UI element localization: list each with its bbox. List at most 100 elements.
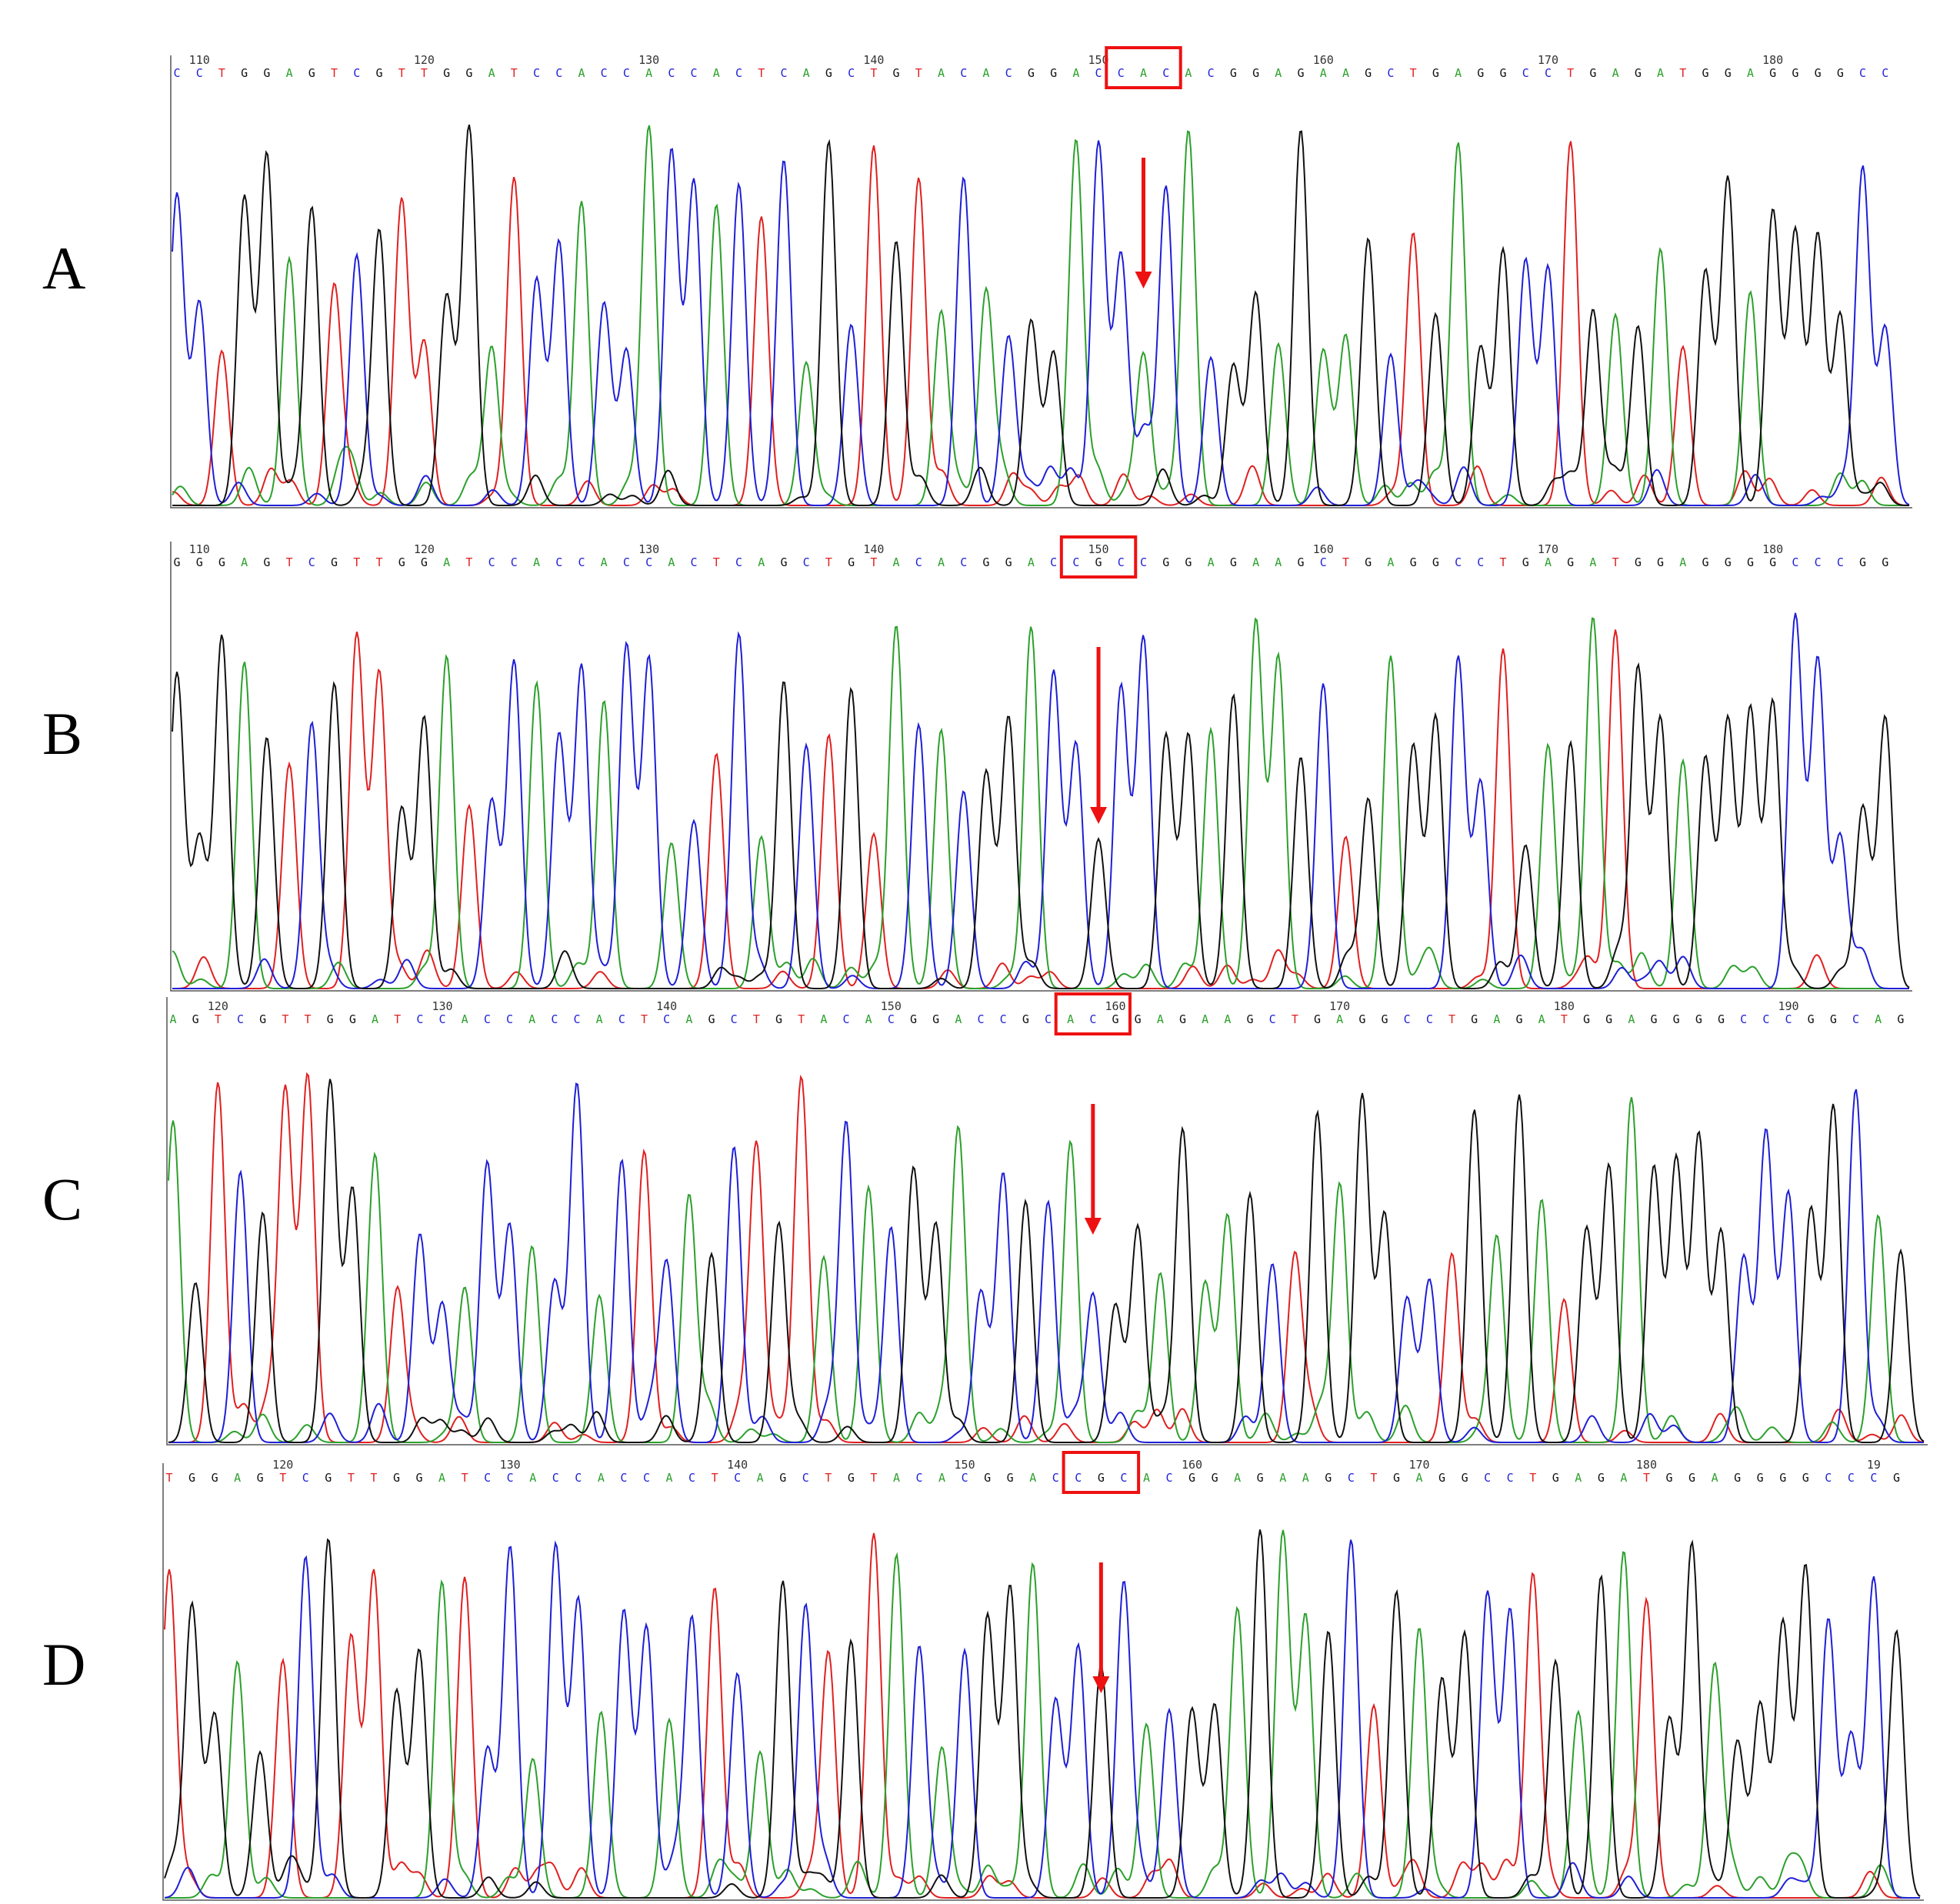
base-call: A: [665, 1471, 672, 1485]
base-call: G: [1022, 1012, 1029, 1026]
base-call: G: [1358, 1012, 1365, 1026]
base-call: C: [1348, 1471, 1355, 1485]
base-call: T: [758, 66, 765, 80]
base-call: C: [1825, 1471, 1832, 1485]
base-call: C: [555, 66, 562, 80]
base-call: C: [623, 66, 630, 80]
base-call: A: [893, 1471, 900, 1485]
position-tick-label: 150: [1088, 53, 1109, 67]
base-call: G: [1589, 66, 1596, 80]
position-tick-label: 180: [1762, 53, 1783, 67]
base-call: G: [465, 66, 472, 80]
position-tick-label: 150: [1088, 542, 1109, 556]
base-call: G: [1837, 66, 1844, 80]
position-tick-label: 170: [1408, 1458, 1429, 1472]
base-call: C: [1165, 1471, 1172, 1485]
base-call: C: [668, 66, 675, 80]
panel-A-peaks: [172, 124, 1910, 506]
base-call: G: [325, 1471, 332, 1485]
base-call: A: [758, 555, 765, 569]
base-call: A: [1252, 555, 1259, 569]
base-call: G: [708, 1012, 715, 1026]
position-tick-label: 150: [881, 999, 902, 1013]
base-call: G: [1393, 1471, 1400, 1485]
base-call: C: [962, 1471, 968, 1485]
position-tick-label: 190: [1778, 999, 1798, 1013]
base-call: T: [421, 66, 428, 80]
base-call: G: [421, 555, 428, 569]
base-call: C: [803, 555, 810, 569]
base-call: A: [1628, 1012, 1635, 1026]
base-call: C: [1000, 1012, 1007, 1026]
base-call: G: [1162, 555, 1169, 569]
base-call: G: [308, 66, 315, 80]
base-call: C: [1477, 555, 1484, 569]
trace-G: [168, 1079, 1925, 1443]
base-call: A: [1224, 1012, 1231, 1026]
base-call: G: [1792, 66, 1798, 80]
trace-T: [164, 1532, 1920, 1899]
trace-C: [168, 1082, 1924, 1443]
base-call: G: [1432, 555, 1439, 569]
base-call: T: [753, 1012, 760, 1026]
base-call: G: [327, 1012, 334, 1026]
base-call: G: [1230, 66, 1237, 80]
base-call: A: [955, 1012, 962, 1026]
base-call: C: [915, 1471, 922, 1485]
base-call: C: [353, 66, 360, 80]
base-call: A: [893, 555, 900, 569]
base-call: G: [196, 555, 203, 569]
base-call: C: [623, 555, 630, 569]
base-call: C: [1522, 66, 1529, 80]
base-call: G: [1257, 1471, 1264, 1485]
position-tick-label: 160: [1313, 53, 1334, 67]
panel-D: D T G G A G T C G T T G G A T C C A C C A C C A C T C A G C T G T A C A C G G…: [42, 1451, 1924, 1901]
base-call: A: [533, 555, 540, 569]
base-call: T: [394, 1012, 401, 1026]
base-call: G: [1702, 66, 1708, 80]
base-call: A: [820, 1012, 827, 1026]
base-call: G: [1095, 555, 1102, 569]
base-call: A: [578, 66, 585, 80]
base-call: G: [1769, 555, 1776, 569]
base-call: A: [1747, 66, 1754, 80]
base-call: T: [1561, 1012, 1568, 1026]
base-call: T: [1643, 1471, 1650, 1485]
base-call: T: [215, 1012, 222, 1026]
base-call: T: [375, 555, 382, 569]
base-call: G: [1802, 1471, 1809, 1485]
base-call: C: [1387, 66, 1394, 80]
trace-A: [172, 125, 1909, 506]
base-call: C: [1072, 555, 1079, 569]
base-call: C: [1455, 555, 1462, 569]
position-tick-label: 180: [1762, 542, 1783, 556]
trace-G: [172, 124, 1909, 506]
position-tick-label: 140: [863, 542, 884, 556]
base-call: G: [212, 1471, 218, 1485]
base-call: T: [286, 555, 293, 569]
base-call: C: [735, 555, 742, 569]
base-call: G: [257, 1471, 264, 1485]
panel-B: B G G G A G T C G T T G G A T C C A C C A C C A C T C A G C T G T A C A C G G…: [42, 535, 1912, 992]
base-call: T: [870, 1471, 877, 1485]
base-call: A: [938, 555, 945, 569]
base-call: T: [1500, 555, 1507, 569]
base-call: C: [620, 1471, 627, 1485]
base-call: G: [1657, 555, 1664, 569]
base-call: A: [713, 66, 720, 80]
base-call: C: [438, 1012, 445, 1026]
base-call: C: [601, 66, 608, 80]
base-call: G: [1365, 66, 1372, 80]
position-tick-label: 140: [727, 1458, 748, 1472]
base-call: G: [1734, 1471, 1741, 1485]
position-tick-label: 120: [414, 542, 435, 556]
base-call: A: [1320, 66, 1327, 80]
base-call: G: [1702, 555, 1708, 569]
base-call: G: [1298, 66, 1305, 80]
base-call: G: [1688, 1471, 1695, 1485]
base-call: A: [596, 1012, 603, 1026]
base-call: A: [938, 1471, 945, 1485]
trace-G: [172, 634, 1910, 989]
